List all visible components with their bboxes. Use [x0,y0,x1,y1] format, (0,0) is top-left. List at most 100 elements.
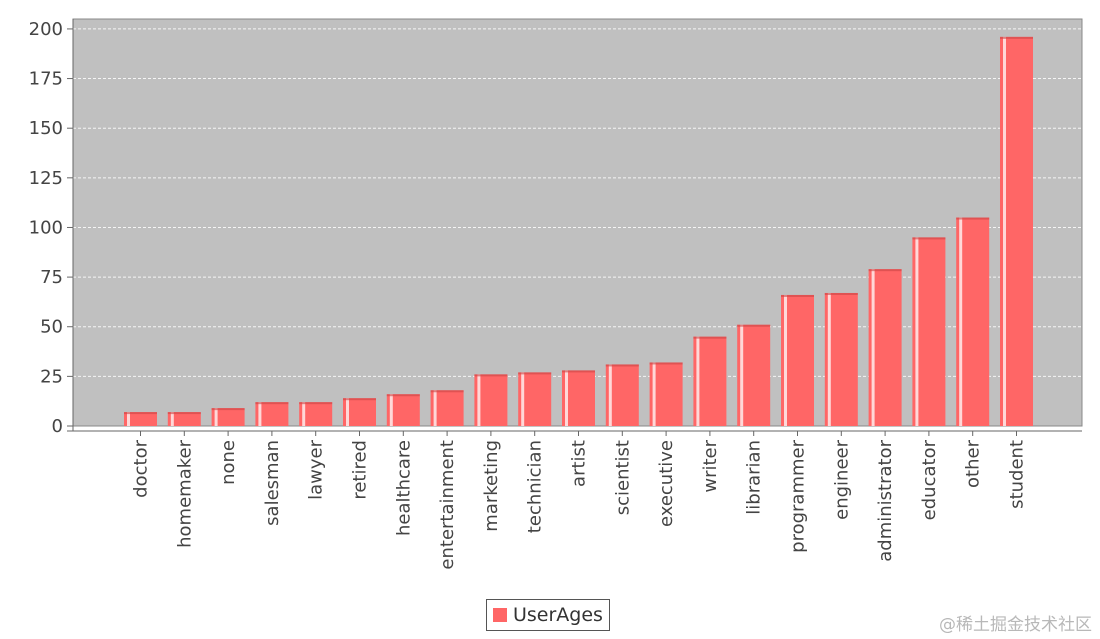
bar [167,412,201,426]
legend-swatch [493,608,507,622]
bar [124,412,157,426]
bar-highlight [477,374,481,426]
bar-highlight [827,292,831,426]
bar-top-edge [430,390,464,393]
bar-top-edge [868,269,902,272]
x-tick-label: salesman [262,440,283,526]
bar-top-edge [211,408,245,411]
y-tick-label: 25 [40,366,63,387]
y-tick-label: 50 [40,317,63,338]
bar [562,370,595,426]
bar [1000,36,1033,427]
x-tick-label: educator [919,439,940,520]
bar [912,237,946,426]
bar-fill [211,408,245,426]
bar-top-edge [167,412,201,415]
bar-highlight [170,412,174,426]
bar-highlight [127,412,130,426]
y-tick-label: 125 [29,168,63,189]
x-tick-label: entertainment [437,440,458,570]
y-tick-label: 150 [29,118,63,139]
bar [343,398,376,426]
bar-highlight [915,237,919,426]
bar-highlight [521,372,525,426]
watermark: @稀土掘金技术社区 [939,615,1092,635]
bar [299,402,333,426]
x-tick-label: homemaker [174,439,195,547]
bar [605,364,639,426]
bar [824,292,858,426]
x-tick-label: writer [700,439,721,492]
x-tick-label: marketing [481,440,502,532]
y-tick-label: 175 [29,69,63,90]
bar-top-edge [1000,36,1033,39]
bar [386,394,420,426]
bar-top-edge [649,362,683,365]
bar-top-edge [912,237,946,240]
bar-fill [255,402,289,426]
x-tick-label: scientist [612,440,633,515]
x-tick-label: healthcare [393,440,414,536]
x-tick-label: lawyer [306,439,327,499]
bar-top-edge [781,294,814,297]
bar-highlight [652,362,656,426]
bar-top-edge [693,336,727,339]
bar [518,372,552,426]
bar [649,362,683,426]
bar-highlight [784,294,787,426]
bar-top-edge [386,394,420,397]
x-tick-label: none [218,440,239,485]
bar-fill [124,412,157,426]
bar-fill [167,412,201,426]
bar-top-edge [343,398,376,401]
bar-highlight [302,402,306,426]
bar-top-edge [518,372,552,375]
x-tick-label: artist [569,440,590,487]
x-tick-label: programmer [788,439,809,552]
bar-highlight [389,394,393,426]
bars [124,36,1033,427]
bar [430,390,464,426]
x-axis: doctor homemaker none salesman lawyer retired… [67,430,1082,570]
bar-top-edge [124,412,157,415]
bar-highlight [346,398,349,426]
bar [211,408,245,426]
x-tick-label: administrator [875,439,896,561]
y-tick-label: 75 [40,267,63,288]
bar-top-edge [562,370,595,373]
y-axis: 0 25 50 75 100 125 150 175 200 [29,19,74,437]
bar-top-edge [255,402,289,405]
bar-fill [299,402,333,426]
x-tick-label: librarian [744,440,765,515]
x-tick-label: executive [656,440,677,527]
bar [737,324,771,426]
legend-label: UserAges [513,604,603,626]
x-tick-label: student [1007,440,1028,509]
bar-top-edge [737,324,771,327]
bar-highlight [1003,36,1006,427]
chart-svg: 0 25 50 75 100 125 150 175 200 doctor homemaker no… [29,18,1083,570]
x-tick-label: other [963,439,984,488]
bar [474,374,508,426]
bar-top-edge [824,292,858,295]
bar [956,217,990,426]
bar-highlight [871,269,875,426]
bar-highlight [565,370,568,426]
bar-highlight [696,336,700,426]
bar-top-edge [299,402,333,405]
bar-highlight [740,324,744,426]
bar-highlight [214,408,218,426]
bar-highlight [959,217,963,426]
bar [693,336,727,426]
x-tick-label: engineer [831,439,852,519]
bar-top-edge [474,374,508,377]
bar-top-edge [605,364,639,367]
y-tick-label: 100 [29,217,63,238]
bar [868,269,902,426]
x-tick-label: technician [525,440,546,533]
legend: UserAges [486,599,610,631]
x-tick-label: doctor [131,439,152,497]
x-tick-label: retired [350,440,371,500]
y-tick-label: 200 [29,19,63,40]
